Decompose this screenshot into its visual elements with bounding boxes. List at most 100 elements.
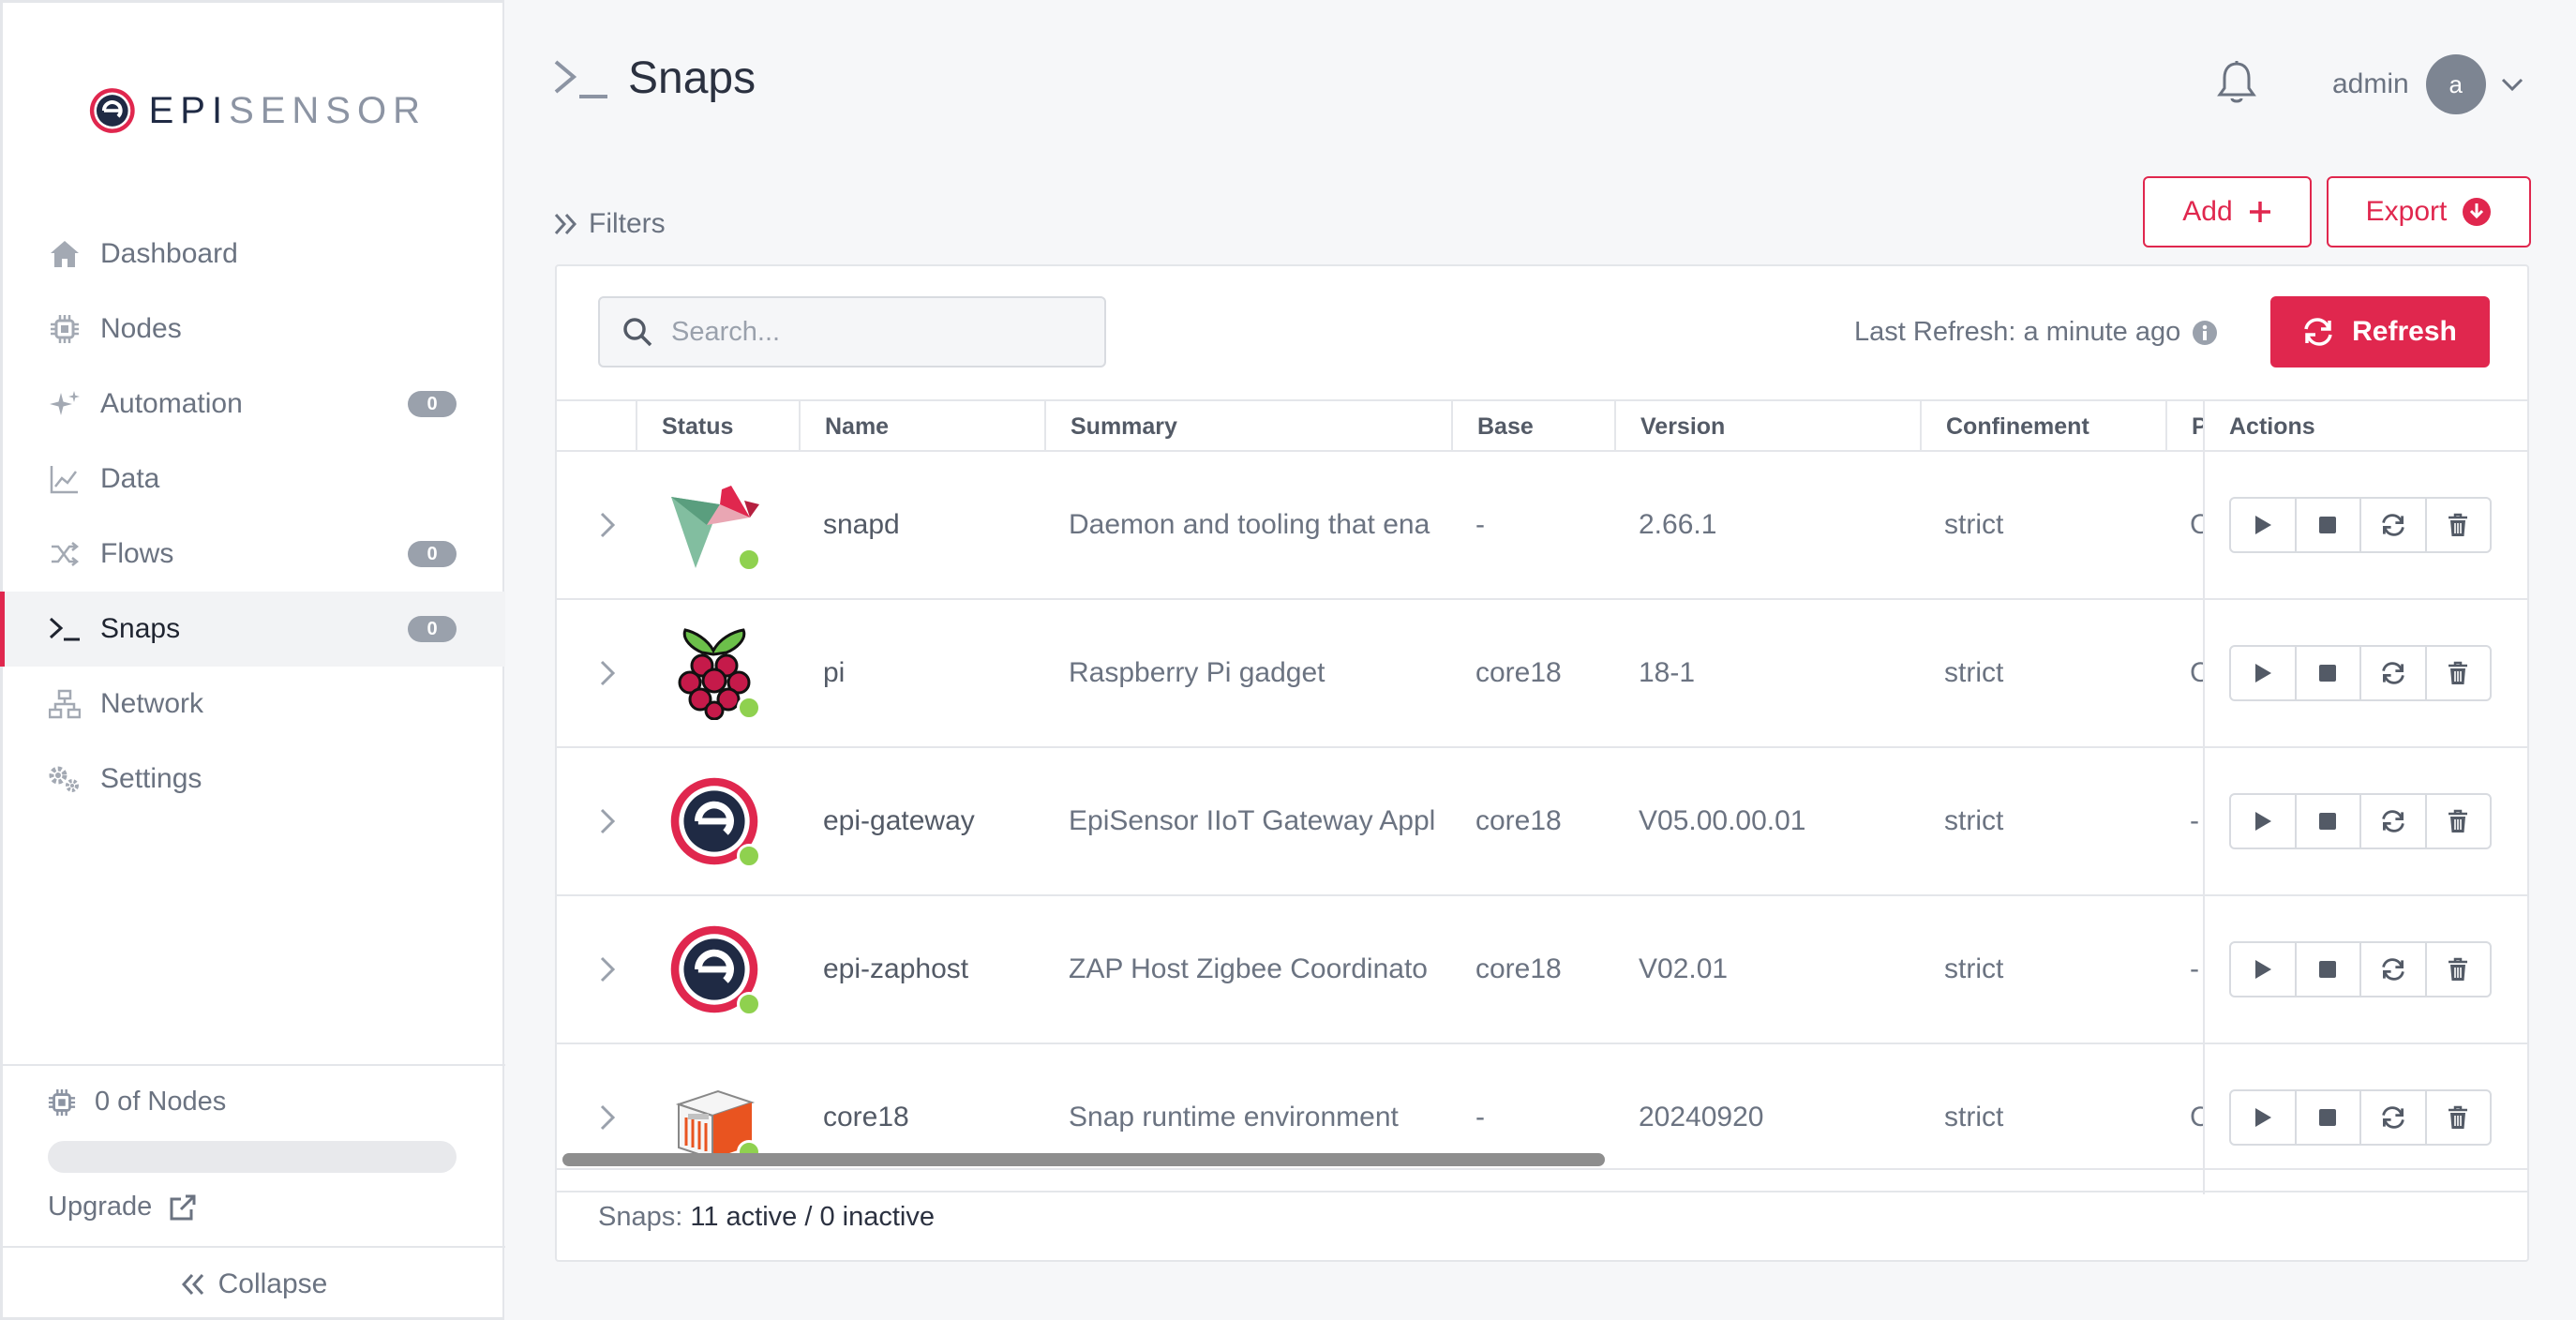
bell-icon bbox=[2217, 61, 2256, 103]
nodes-count-label: 0 of Nodes bbox=[95, 1087, 227, 1117]
user-menu[interactable]: admin a bbox=[2332, 54, 2524, 114]
stop-button[interactable] bbox=[2297, 943, 2361, 996]
restart-button[interactable] bbox=[2361, 499, 2427, 551]
horizontal-scrollbar[interactable] bbox=[562, 1153, 1605, 1166]
status-active-dot bbox=[737, 844, 759, 868]
status-active-dot bbox=[737, 992, 759, 1016]
upgrade-link[interactable]: Upgrade bbox=[48, 1192, 197, 1222]
status-cell bbox=[669, 1044, 759, 1191]
column-header-version[interactable]: Version bbox=[1614, 401, 1920, 452]
expand-row-button[interactable] bbox=[589, 896, 626, 1042]
snap-publisher: C bbox=[2190, 452, 2203, 598]
add-button[interactable]: Add bbox=[2143, 176, 2312, 248]
snap-confinement: strict bbox=[1944, 1102, 2004, 1132]
search-box[interactable] bbox=[598, 296, 1106, 368]
start-button[interactable] bbox=[2231, 943, 2297, 996]
sidebar-footer-divider bbox=[3, 1064, 505, 1066]
expand-row-button[interactable] bbox=[589, 1044, 626, 1191]
stop-button[interactable] bbox=[2297, 647, 2361, 699]
upgrade-label: Upgrade bbox=[48, 1192, 153, 1222]
stop-icon bbox=[2319, 961, 2337, 978]
episensor-logo[interactable]: EPISENSOR bbox=[89, 59, 427, 162]
column-header-status[interactable]: Status bbox=[636, 401, 799, 452]
chevron-right-icon bbox=[600, 660, 616, 686]
snap-confinement: strict bbox=[1944, 509, 2004, 540]
sidebar-item-label: Nodes bbox=[100, 313, 182, 344]
expand-row-button[interactable] bbox=[589, 600, 626, 746]
trash-icon bbox=[2449, 1105, 2468, 1129]
search-icon bbox=[622, 317, 652, 347]
refresh-label: Refresh bbox=[2352, 316, 2457, 347]
delete-button[interactable] bbox=[2427, 943, 2491, 996]
chip-icon bbox=[48, 312, 82, 346]
sidebar-item-data[interactable]: Data bbox=[3, 442, 505, 517]
stop-icon bbox=[2319, 1109, 2337, 1126]
row-actions bbox=[2229, 497, 2492, 553]
snaps-count-badge: 0 bbox=[408, 616, 457, 642]
delete-button[interactable] bbox=[2427, 795, 2491, 848]
search-input[interactable] bbox=[671, 316, 1084, 348]
refresh-icon bbox=[2303, 318, 2333, 346]
restart-button[interactable] bbox=[2361, 795, 2427, 848]
page-title-text: Snaps bbox=[628, 53, 756, 103]
sidebar-item-label: Dashboard bbox=[100, 238, 238, 269]
expand-row-button[interactable] bbox=[589, 748, 626, 894]
snap-summary: Daemon and tooling that ena bbox=[1069, 509, 1430, 540]
table-row: snapd Daemon and tooling that ena - 2.66… bbox=[557, 452, 2527, 600]
chevrons-right-icon bbox=[553, 213, 579, 235]
row-actions bbox=[2229, 793, 2492, 849]
sparkle-icon bbox=[48, 387, 82, 421]
column-header-confinement[interactable]: Confinement bbox=[1920, 401, 2165, 452]
snap-publisher: - bbox=[2190, 953, 2199, 984]
filters-toggle[interactable]: Filters bbox=[553, 208, 666, 240]
info-icon[interactable] bbox=[2192, 320, 2218, 346]
collapse-button[interactable]: Collapse bbox=[3, 1246, 505, 1320]
restart-button[interactable] bbox=[2361, 1091, 2427, 1144]
terminal-icon bbox=[553, 58, 609, 99]
snap-publisher: - bbox=[2190, 805, 2199, 836]
snap-summary: ZAP Host Zigbee Coordinato bbox=[1069, 953, 1428, 984]
sidebar-item-network[interactable]: Network bbox=[3, 667, 505, 742]
column-header-base[interactable]: Base bbox=[1451, 401, 1614, 452]
sidebar-item-flows[interactable]: Flows 0 bbox=[3, 517, 505, 592]
sidebar: EPISENSOR Dashboard Nodes Automation 0 bbox=[0, 0, 505, 1320]
plus-icon bbox=[2248, 200, 2272, 224]
sidebar-item-dashboard[interactable]: Dashboard bbox=[3, 217, 505, 292]
refresh-icon bbox=[2381, 810, 2404, 832]
delete-button[interactable] bbox=[2427, 499, 2491, 551]
sidebar-item-nodes[interactable]: Nodes bbox=[3, 292, 505, 367]
start-button[interactable] bbox=[2231, 499, 2297, 551]
start-button[interactable] bbox=[2231, 1091, 2297, 1144]
start-button[interactable] bbox=[2231, 647, 2297, 699]
start-button[interactable] bbox=[2231, 795, 2297, 848]
export-button[interactable]: Export bbox=[2327, 176, 2531, 248]
delete-button[interactable] bbox=[2427, 1091, 2491, 1144]
stop-button[interactable] bbox=[2297, 1091, 2361, 1144]
sidebar-item-settings[interactable]: Settings bbox=[3, 742, 505, 817]
sidebar-item-automation[interactable]: Automation 0 bbox=[3, 367, 505, 442]
expand-row-button[interactable] bbox=[589, 452, 626, 598]
restart-button[interactable] bbox=[2361, 943, 2427, 996]
actions-column-divider bbox=[2203, 452, 2205, 1194]
episensor-logo-icon bbox=[89, 88, 135, 133]
row-actions bbox=[2229, 645, 2492, 701]
notifications-button[interactable] bbox=[2216, 60, 2257, 110]
refresh-button[interactable]: Refresh bbox=[2270, 296, 2490, 368]
stop-button[interactable] bbox=[2297, 499, 2361, 551]
delete-button[interactable] bbox=[2427, 647, 2491, 699]
username: admin bbox=[2332, 68, 2409, 99]
status-cell bbox=[669, 600, 759, 746]
snap-name: snapd bbox=[823, 509, 900, 540]
chevron-right-icon bbox=[600, 512, 616, 538]
restart-button[interactable] bbox=[2361, 647, 2427, 699]
play-icon bbox=[2254, 960, 2271, 979]
external-link-icon bbox=[169, 1193, 197, 1222]
snaps-table-card: Last Refresh: a minute ago Refresh Statu… bbox=[555, 264, 2529, 1262]
sidebar-item-snaps[interactable]: Snaps 0 bbox=[0, 592, 505, 667]
column-header-name[interactable]: Name bbox=[799, 401, 1044, 452]
column-header-p[interactable]: P bbox=[2165, 401, 2203, 452]
stop-icon bbox=[2319, 813, 2337, 830]
column-header-summary[interactable]: Summary bbox=[1044, 401, 1451, 452]
stop-button[interactable] bbox=[2297, 795, 2361, 848]
line-chart-icon bbox=[48, 462, 82, 496]
